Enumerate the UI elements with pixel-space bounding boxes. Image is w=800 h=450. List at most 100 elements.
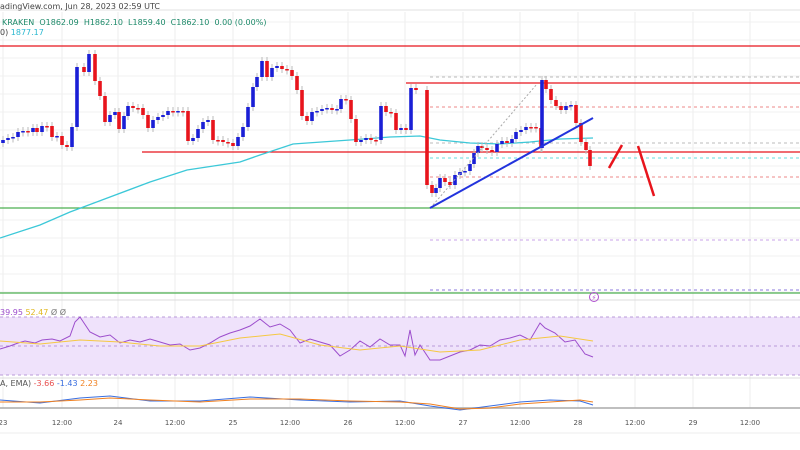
candle bbox=[409, 88, 413, 130]
candle bbox=[246, 107, 250, 127]
candle bbox=[251, 87, 255, 107]
candle bbox=[330, 108, 334, 110]
time-tick-label: 23 bbox=[0, 419, 8, 427]
candle bbox=[151, 120, 155, 128]
time-tick-label: 24 bbox=[113, 419, 123, 427]
candle bbox=[21, 131, 25, 133]
candle bbox=[295, 76, 299, 90]
time-tick-label: 12:00 bbox=[509, 419, 531, 427]
candle bbox=[310, 112, 314, 121]
candle bbox=[1, 140, 5, 143]
fib-dotted-line bbox=[432, 83, 538, 206]
candle bbox=[579, 123, 583, 142]
candle bbox=[463, 171, 467, 173]
candle bbox=[26, 131, 30, 133]
candle bbox=[320, 109, 324, 111]
candle bbox=[529, 127, 533, 129]
moving-average-line bbox=[0, 135, 594, 239]
lightning-icon-glyph: ⚡ bbox=[592, 294, 597, 302]
legend-close: C1862.10 bbox=[170, 18, 210, 27]
candle bbox=[394, 113, 398, 130]
rsi-legend: 39.95 52.47 Ø Ø bbox=[0, 308, 66, 317]
candle bbox=[191, 138, 195, 141]
candle bbox=[485, 148, 489, 150]
candle bbox=[588, 150, 592, 166]
arrow-up-path bbox=[607, 144, 624, 169]
candle bbox=[524, 127, 528, 130]
candle bbox=[389, 112, 393, 114]
candle bbox=[117, 112, 121, 129]
candle bbox=[500, 141, 504, 144]
candle bbox=[6, 138, 10, 140]
candle bbox=[490, 150, 494, 152]
candle bbox=[35, 128, 39, 132]
candle bbox=[414, 88, 418, 90]
time-tick-label: 29 bbox=[688, 419, 698, 427]
candle bbox=[265, 61, 269, 77]
signal-line bbox=[0, 397, 594, 410]
candle bbox=[31, 128, 35, 132]
time-tick-label: 12:00 bbox=[164, 419, 186, 427]
ma-prefix: 0) bbox=[0, 28, 9, 37]
candle bbox=[540, 80, 544, 148]
candle bbox=[65, 145, 69, 147]
ma-legend: 0) 1877.17 bbox=[0, 28, 44, 37]
candle bbox=[554, 100, 558, 106]
candle bbox=[196, 129, 200, 138]
candle bbox=[270, 68, 274, 77]
lightning-icon bbox=[589, 292, 599, 302]
candle bbox=[236, 137, 240, 146]
candle bbox=[569, 105, 573, 107]
candle bbox=[476, 146, 480, 153]
candle bbox=[434, 188, 438, 193]
time-tick-label: 12:00 bbox=[739, 419, 761, 427]
candle bbox=[399, 128, 403, 130]
candle bbox=[231, 143, 235, 146]
candle bbox=[126, 106, 130, 116]
candle bbox=[221, 140, 225, 142]
candle bbox=[275, 66, 279, 68]
candle bbox=[549, 89, 553, 100]
candle bbox=[468, 164, 472, 171]
ohlc-legend: KRAKEN O1862.09 H1862.10 L1859.40 C1862.… bbox=[2, 18, 266, 27]
candle bbox=[495, 144, 499, 152]
candle bbox=[559, 106, 563, 110]
rsi-value: 39.95 bbox=[0, 308, 23, 317]
time-tick-label: 12:00 bbox=[279, 419, 301, 427]
macd-value: -3.66 bbox=[33, 379, 55, 388]
candle bbox=[82, 67, 86, 72]
candle bbox=[241, 127, 245, 137]
candle bbox=[136, 108, 140, 110]
rsi-extra-1: Ø bbox=[50, 308, 58, 317]
legend-change: 0.00 (0.00%) bbox=[214, 18, 267, 27]
macd-legend: A, EMA) -3.66 -1.43 2.23 bbox=[0, 379, 98, 388]
candle bbox=[574, 105, 578, 123]
header-source: adingView.com, Jun 28, 2023 02:59 UTC bbox=[0, 2, 160, 11]
time-tick-label: 28 bbox=[573, 419, 583, 427]
candle bbox=[305, 116, 309, 121]
legend-symbol: KRAKEN bbox=[2, 18, 35, 27]
candle bbox=[438, 178, 442, 188]
candle bbox=[519, 130, 523, 132]
candle bbox=[544, 80, 548, 89]
candle bbox=[131, 106, 135, 108]
candle bbox=[384, 106, 388, 112]
candle bbox=[161, 115, 165, 117]
candle bbox=[156, 117, 160, 120]
ascending-trendline bbox=[429, 117, 594, 209]
candle bbox=[505, 141, 509, 143]
candle bbox=[176, 111, 180, 113]
rsi-ma-line bbox=[0, 333, 594, 353]
candle bbox=[300, 90, 304, 116]
rsi-line bbox=[0, 316, 594, 361]
candle bbox=[443, 178, 447, 182]
time-tick-label: 12:00 bbox=[624, 419, 646, 427]
candle bbox=[280, 66, 284, 69]
candle bbox=[349, 100, 353, 119]
time-tick-label: 12:00 bbox=[394, 419, 416, 427]
macd-signal: -1.43 bbox=[56, 379, 78, 388]
candle bbox=[534, 127, 538, 129]
time-tick-label: 27 bbox=[458, 419, 468, 427]
